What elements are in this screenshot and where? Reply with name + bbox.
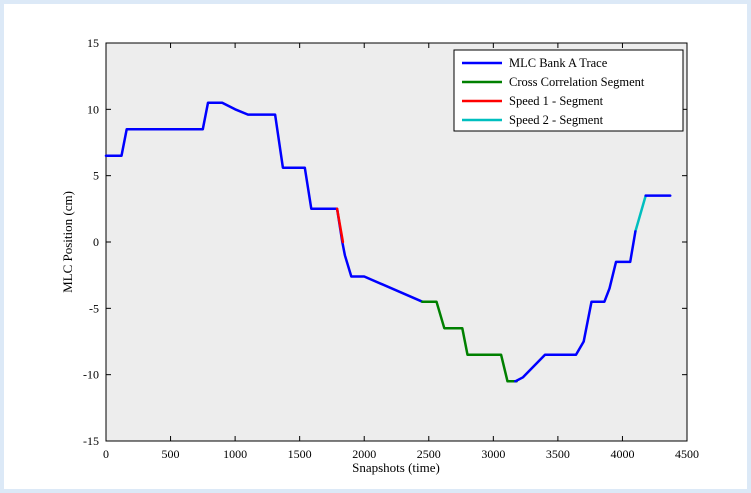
x-tick-label: 4000 bbox=[610, 447, 634, 461]
y-tick-label: -10 bbox=[83, 368, 99, 382]
x-tick-label: 2000 bbox=[352, 447, 376, 461]
x-axis-label: Snapshots (time) bbox=[352, 460, 440, 475]
legend: MLC Bank A Trace Cross Correlation Segmen… bbox=[453, 49, 684, 132]
y-tick-label: 15 bbox=[87, 36, 99, 50]
series-line-trace-continuation-4 bbox=[514, 230, 637, 383]
legend-label: Speed 1 - Segment bbox=[509, 94, 604, 108]
x-tick-label: 0 bbox=[103, 447, 109, 461]
series-line-speed-1-segment bbox=[335, 207, 345, 244]
series-line-cross-correlation-segment bbox=[421, 300, 518, 383]
x-tick-label: 3500 bbox=[546, 447, 570, 461]
y-tick-label: -5 bbox=[89, 301, 99, 315]
y-axis-label: MLC Position (cm) bbox=[60, 191, 75, 293]
x-tick-label: 2500 bbox=[417, 447, 441, 461]
series-group bbox=[104, 101, 672, 383]
x-tick-label: 1500 bbox=[288, 447, 312, 461]
line-chart: 0 500 1000 1500 2000 2500 3000 3500 4000 4500 15 10… bbox=[60, 36, 699, 475]
x-tick-label: 3000 bbox=[481, 447, 505, 461]
y-tick-label: 5 bbox=[93, 169, 99, 183]
legend-label: Cross Correlation Segment bbox=[509, 75, 645, 89]
legend-box bbox=[453, 49, 684, 132]
y-tick-label: 10 bbox=[87, 102, 99, 116]
figure: 0 500 1000 1500 2000 2500 3000 3500 4000 4500 15 10… bbox=[4, 4, 747, 489]
series-line-mlc-bank-a-trace bbox=[104, 101, 424, 303]
x-tick-label: 1000 bbox=[223, 447, 247, 461]
x-tick-label: 4500 bbox=[675, 447, 699, 461]
x-tick-label: 500 bbox=[162, 447, 180, 461]
axis-ticks: 0 500 1000 1500 2000 2500 3000 3500 4000 4500 15 10… bbox=[83, 36, 699, 461]
series-line-speed-2-segment bbox=[634, 194, 647, 233]
legend-label: MLC Bank A Trace bbox=[509, 56, 608, 70]
y-tick-label: -15 bbox=[83, 434, 99, 448]
legend-label: Speed 2 - Segment bbox=[509, 113, 604, 127]
y-tick-label: 0 bbox=[93, 235, 99, 249]
